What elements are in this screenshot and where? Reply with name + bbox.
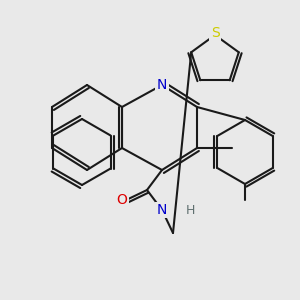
Text: O: O [117, 193, 128, 207]
Text: N: N [157, 78, 167, 92]
Text: S: S [211, 26, 219, 40]
Text: N: N [157, 203, 167, 217]
Text: H: H [185, 203, 195, 217]
